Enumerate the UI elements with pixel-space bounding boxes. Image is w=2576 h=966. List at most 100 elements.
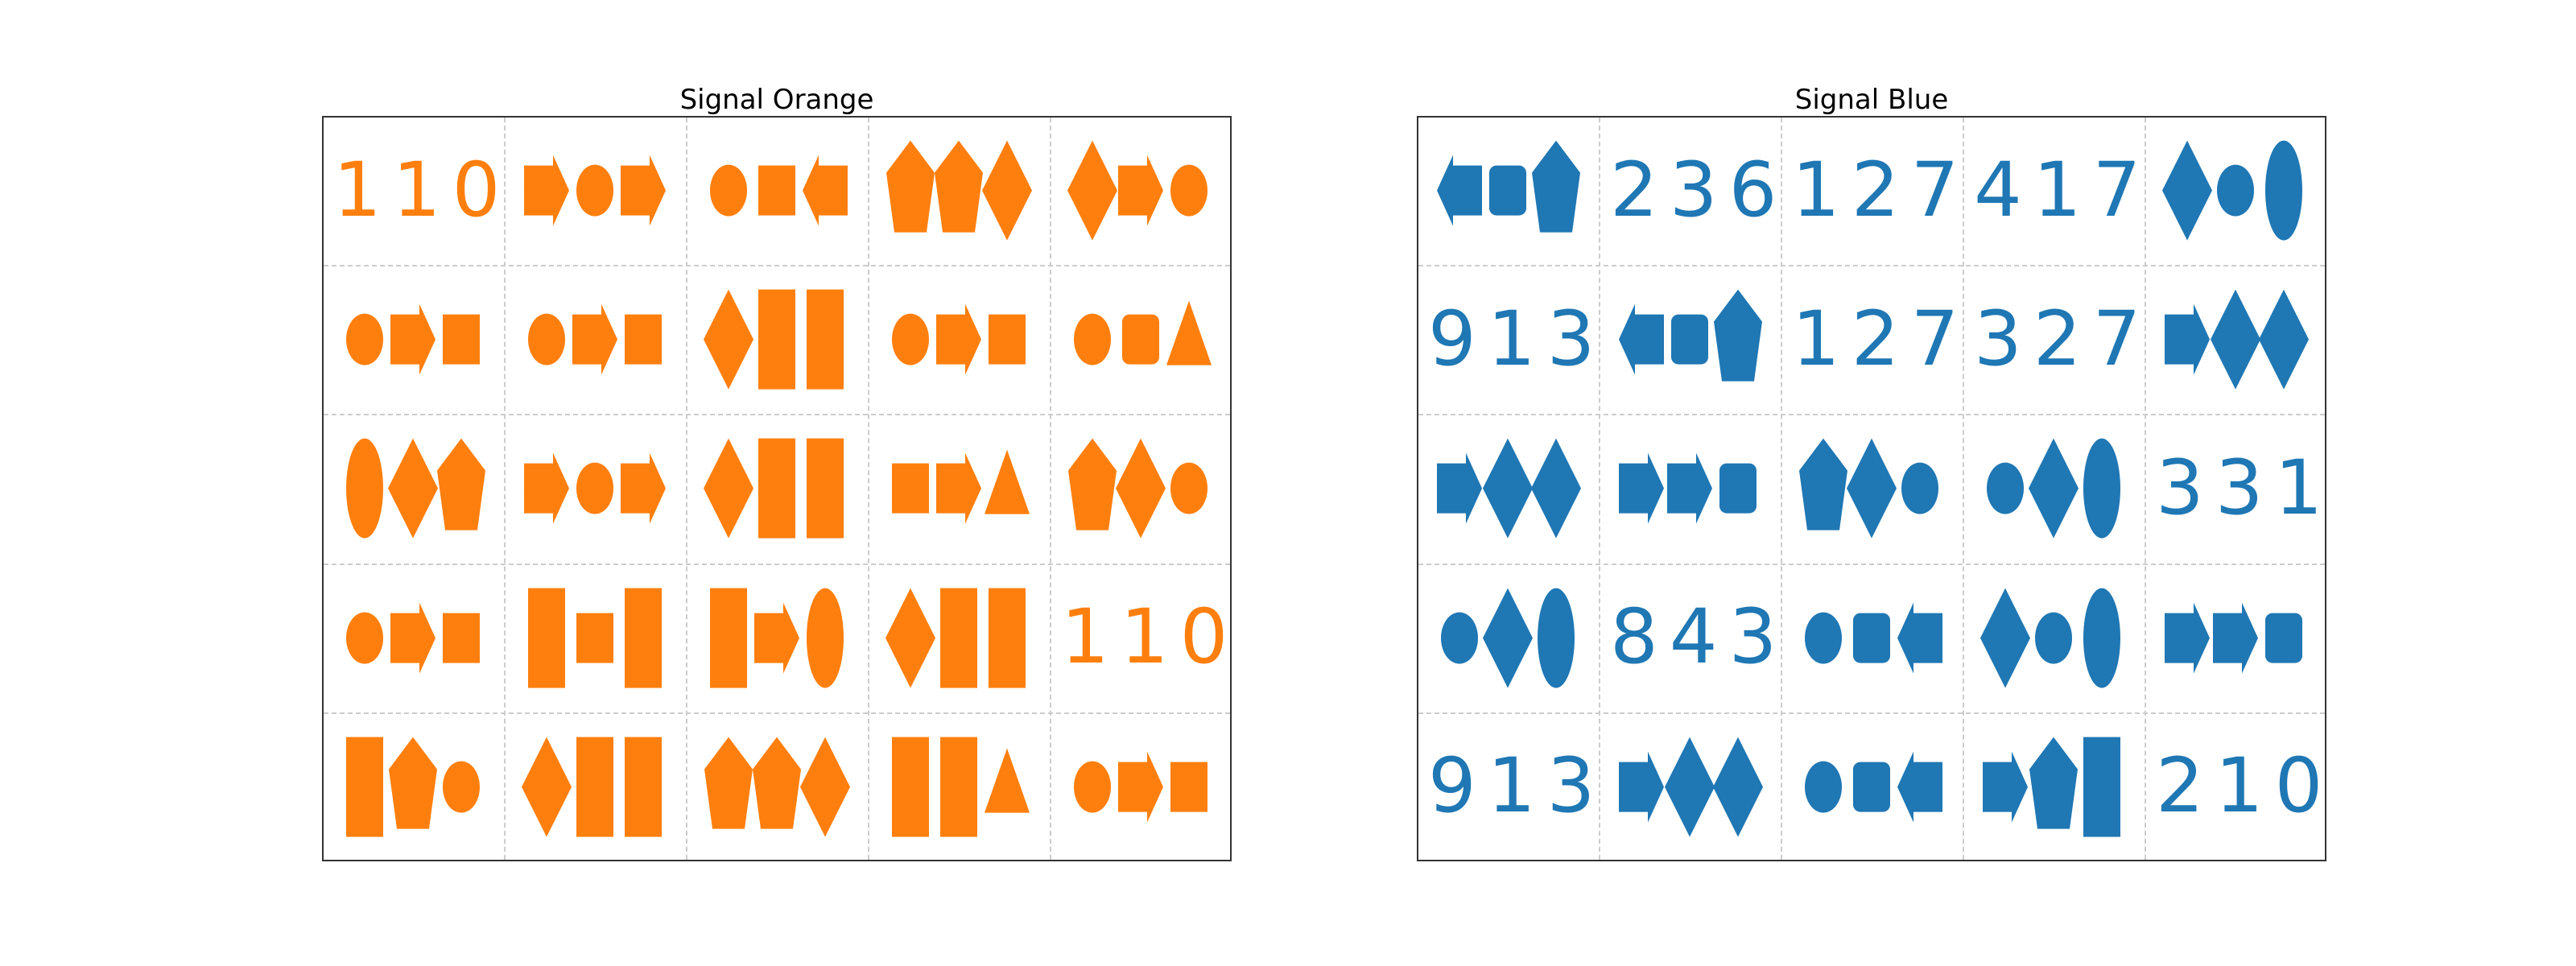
shape-sequence bbox=[1074, 300, 1212, 365]
pentagon-shape bbox=[389, 737, 437, 829]
grid-cell bbox=[1963, 414, 2145, 563]
grid-cell bbox=[1599, 265, 1781, 414]
shape-sequence bbox=[1980, 588, 2120, 688]
arrow-left-shape bbox=[1437, 155, 1483, 226]
grid-line-vertical bbox=[1599, 118, 1600, 860]
grid-cell bbox=[322, 265, 504, 414]
rounded-square-shape bbox=[2264, 613, 2302, 663]
diamond-shape bbox=[886, 588, 936, 688]
grid-line-horizontal bbox=[1418, 712, 2325, 714]
shape-sequence bbox=[1987, 438, 2120, 539]
grid-cell bbox=[2145, 564, 2326, 712]
arrow-left-shape bbox=[802, 155, 848, 226]
shape-sequence bbox=[1074, 751, 1208, 823]
ellipse-shape bbox=[442, 761, 480, 813]
grid-cell bbox=[1417, 116, 1599, 265]
grid-cell bbox=[868, 265, 1050, 414]
shape-sequence bbox=[704, 737, 850, 837]
shape-sequence bbox=[892, 303, 1026, 375]
grid-cell bbox=[1417, 564, 1599, 712]
shape-sequence bbox=[1437, 140, 1580, 233]
grid-cell bbox=[1781, 414, 1963, 563]
ellipse-shape bbox=[1805, 612, 1843, 664]
square-shape bbox=[442, 613, 480, 663]
arrow-right-shape bbox=[620, 155, 666, 226]
rect-tall-shape bbox=[346, 737, 384, 837]
shape-sequence bbox=[346, 438, 485, 539]
square-shape bbox=[988, 314, 1026, 365]
rect-tall-shape bbox=[892, 737, 930, 837]
grid-cell bbox=[868, 564, 1050, 712]
shape-sequence bbox=[1619, 737, 1763, 837]
shape-sequence bbox=[1805, 602, 1942, 674]
ellipse-shape bbox=[892, 313, 930, 365]
ellipse-shape bbox=[1441, 612, 1479, 664]
grid-cell bbox=[1781, 712, 1963, 861]
arrow-right-shape bbox=[524, 155, 570, 226]
shape-sequence bbox=[346, 303, 480, 375]
grid-cell: 417 bbox=[1963, 116, 2145, 265]
pentagon-shape bbox=[436, 438, 485, 530]
pentagon-shape bbox=[1531, 140, 1580, 233]
shape-sequence bbox=[2165, 289, 2309, 390]
diamond-shape bbox=[981, 140, 1032, 241]
shape-sequence bbox=[2162, 140, 2302, 241]
ellipse-shape bbox=[2035, 612, 2072, 664]
pentagon-shape bbox=[1713, 289, 1762, 382]
rect-tall-shape bbox=[710, 588, 748, 688]
shape-sequence bbox=[524, 155, 666, 226]
grid-cell bbox=[2145, 265, 2326, 414]
arrow-left-shape bbox=[1619, 303, 1665, 375]
shape-sequence bbox=[1619, 289, 1762, 382]
shape-sequence bbox=[528, 588, 662, 688]
ellipse-tall-shape bbox=[2264, 140, 2302, 241]
square-shape bbox=[758, 165, 795, 216]
shape-sequence bbox=[1983, 737, 2120, 837]
grid-cell: 210 bbox=[2145, 712, 2326, 861]
diamond-shape bbox=[1847, 438, 1897, 539]
pentagon-shape bbox=[935, 140, 983, 233]
arrow-right-shape bbox=[572, 303, 617, 375]
shape-sequence bbox=[2165, 602, 2302, 674]
ellipse-shape bbox=[346, 313, 384, 365]
panel-title: Signal Blue bbox=[1794, 84, 1949, 116]
diamond-shape bbox=[388, 438, 438, 539]
diamond-shape bbox=[522, 737, 572, 837]
arrow-right-shape bbox=[936, 452, 981, 524]
rounded-square-shape bbox=[1489, 165, 1526, 216]
grid-cell: 110 bbox=[322, 116, 504, 265]
rect-tall-shape bbox=[758, 438, 795, 539]
grid-cell bbox=[686, 414, 868, 563]
arrow-right-shape bbox=[524, 452, 570, 524]
pentagon-shape bbox=[1068, 438, 1117, 530]
rect-tall-shape bbox=[624, 737, 662, 837]
diamond-shape bbox=[1067, 140, 1118, 241]
arrow-right-shape bbox=[1619, 452, 1665, 524]
diamond-shape bbox=[1980, 588, 2031, 688]
grid-line-vertical bbox=[868, 118, 869, 860]
grid-line-horizontal bbox=[324, 265, 1230, 267]
cell-number: 843 bbox=[1610, 593, 1789, 682]
rect-tall-shape bbox=[758, 289, 795, 390]
ellipse-shape bbox=[576, 164, 613, 217]
arrow-right-shape bbox=[1667, 452, 1712, 524]
arrow-right-shape bbox=[1619, 751, 1665, 823]
grid-cell bbox=[322, 414, 504, 563]
grid-cell: 331 bbox=[2145, 414, 2326, 563]
symbol-grid bbox=[1417, 116, 2326, 861]
grid-line-horizontal bbox=[1418, 414, 2325, 416]
grid-line-horizontal bbox=[324, 414, 1230, 416]
diamond-shape bbox=[704, 289, 754, 390]
grid-cell: 110 bbox=[1050, 564, 1232, 712]
triangle-shape bbox=[1166, 300, 1212, 365]
ellipse-shape bbox=[1805, 761, 1843, 813]
shape-sequence bbox=[704, 438, 844, 539]
grid-cell bbox=[504, 712, 686, 861]
rect-tall-shape bbox=[2083, 737, 2120, 837]
grid-line-horizontal bbox=[1418, 563, 2325, 565]
grid-cell: 913 bbox=[1417, 265, 1599, 414]
grid-line-vertical bbox=[1963, 118, 1964, 860]
rounded-square-shape bbox=[1853, 613, 1890, 663]
